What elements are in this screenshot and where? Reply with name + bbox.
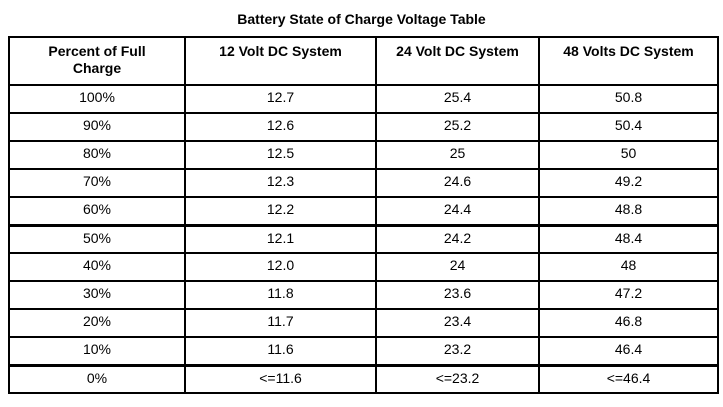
- cell-12v: 12.6: [184, 112, 377, 142]
- table-row: 50% 12.1 24.2 48.4: [8, 223, 719, 254]
- cell-48v: <=46.4: [538, 363, 719, 394]
- cell-24v: 24.4: [375, 196, 540, 226]
- header-24-volt: 24 Volt DC System: [375, 36, 540, 86]
- cell-48v: 50: [538, 140, 719, 170]
- cell-percent: 30%: [8, 280, 186, 310]
- cell-percent: 80%: [8, 140, 186, 170]
- header-percent-charge: Percent of Full Charge: [8, 36, 186, 86]
- header-12-volt: 12 Volt DC System: [184, 36, 377, 86]
- table-title: Battery State of Charge Voltage Table: [237, 11, 486, 27]
- table-row: 60% 12.2 24.4 48.8: [8, 196, 719, 226]
- cell-24v: <=23.2: [375, 363, 540, 394]
- table-row: 90% 12.6 25.2 50.4: [8, 112, 719, 142]
- table-row: 70% 12.3 24.6 49.2: [8, 168, 719, 198]
- cell-12v: 11.8: [184, 280, 377, 310]
- cell-12v: 11.6: [184, 336, 377, 366]
- cell-24v: 23.6: [375, 280, 540, 310]
- cell-12v: 12.5: [184, 140, 377, 170]
- cell-24v: 25.4: [375, 84, 540, 114]
- voltage-table: Percent of Full Charge 12 Volt DC System…: [8, 36, 719, 394]
- cell-24v: 24.2: [375, 223, 540, 254]
- cell-48v: 48: [538, 252, 719, 282]
- cell-12v: <=11.6: [184, 363, 377, 394]
- cell-24v: 23.4: [375, 308, 540, 338]
- table-row: 100% 12.7 25.4 50.8: [8, 84, 719, 114]
- cell-12v: 12.7: [184, 84, 377, 114]
- table-row: 10% 11.6 23.2 46.4: [8, 336, 719, 366]
- table-row: 40% 12.0 24 48: [8, 252, 719, 282]
- cell-12v: 12.0: [184, 252, 377, 282]
- cell-48v: 46.4: [538, 336, 719, 366]
- header-48-volt: 48 Volts DC System: [538, 36, 719, 86]
- cell-48v: 46.8: [538, 308, 719, 338]
- cell-24v: 25: [375, 140, 540, 170]
- table-row: 80% 12.5 25 50: [8, 140, 719, 170]
- cell-percent: 50%: [8, 223, 186, 254]
- cell-percent: 60%: [8, 196, 186, 226]
- cell-percent: 70%: [8, 168, 186, 198]
- cell-percent: 0%: [8, 363, 186, 394]
- cell-percent: 40%: [8, 252, 186, 282]
- cell-48v: 50.8: [538, 84, 719, 114]
- cell-percent: 90%: [8, 112, 186, 142]
- cell-24v: 23.2: [375, 336, 540, 366]
- cell-48v: 48.8: [538, 196, 719, 226]
- cell-48v: 47.2: [538, 280, 719, 310]
- cell-48v: 49.2: [538, 168, 719, 198]
- table-row: 30% 11.8 23.6 47.2: [8, 280, 719, 310]
- cell-12v: 11.7: [184, 308, 377, 338]
- cell-percent: 20%: [8, 308, 186, 338]
- cell-24v: 24: [375, 252, 540, 282]
- cell-48v: 48.4: [538, 223, 719, 254]
- cell-24v: 25.2: [375, 112, 540, 142]
- cell-percent: 10%: [8, 336, 186, 366]
- cell-percent: 100%: [8, 84, 186, 114]
- cell-12v: 12.2: [184, 196, 377, 226]
- header-row: Percent of Full Charge 12 Volt DC System…: [8, 36, 719, 86]
- table-row: 20% 11.7 23.4 46.8: [8, 308, 719, 338]
- table-row: 0% <=11.6 <=23.2 <=46.4: [8, 363, 719, 394]
- cell-48v: 50.4: [538, 112, 719, 142]
- cell-12v: 12.3: [184, 168, 377, 198]
- cell-24v: 24.6: [375, 168, 540, 198]
- cell-12v: 12.1: [184, 223, 377, 254]
